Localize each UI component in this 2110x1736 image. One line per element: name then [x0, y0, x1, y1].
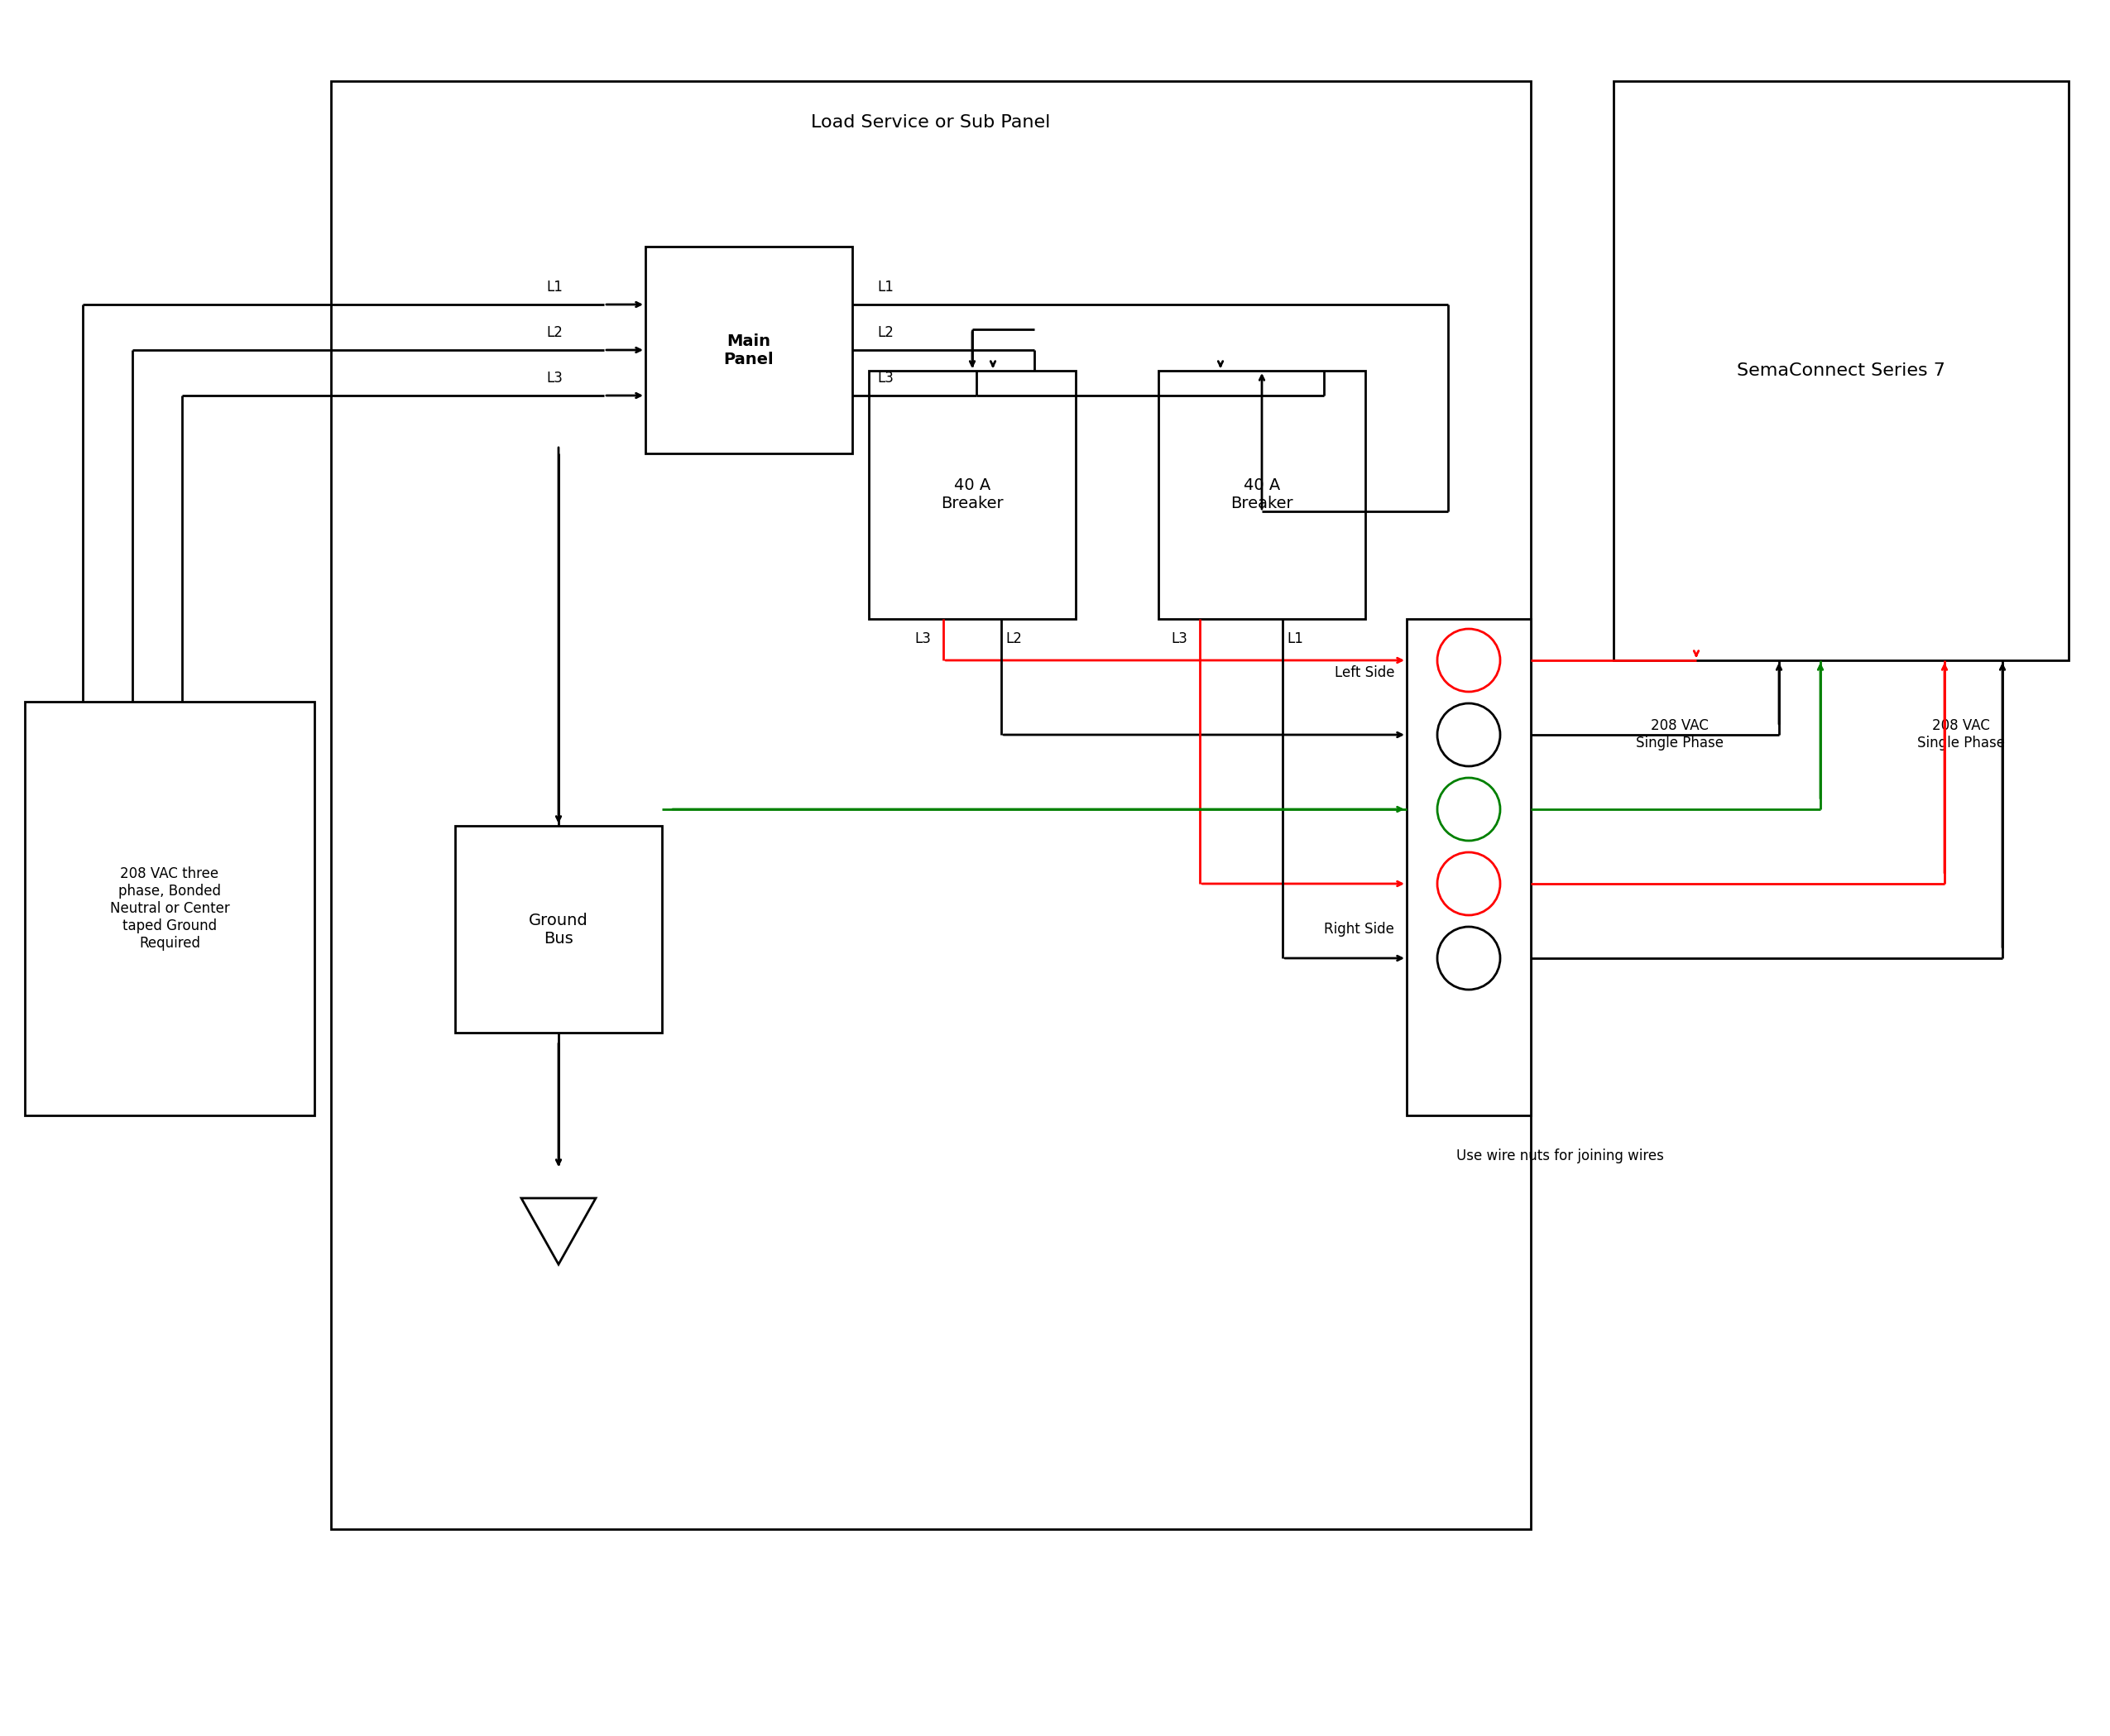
Circle shape: [1437, 778, 1500, 840]
Bar: [1407, 620, 1530, 1116]
Text: SemaConnect Series 7: SemaConnect Series 7: [1737, 363, 1945, 378]
Text: Load Service or Sub Panel: Load Service or Sub Panel: [810, 115, 1051, 130]
Bar: [646, 247, 852, 453]
Text: L3: L3: [1171, 632, 1188, 646]
Bar: [1614, 82, 2068, 660]
Polygon shape: [521, 1198, 595, 1264]
Text: 40 A
Breaker: 40 A Breaker: [941, 477, 1004, 512]
Text: 40 A
Breaker: 40 A Breaker: [1230, 477, 1293, 512]
Circle shape: [1437, 703, 1500, 766]
Bar: [331, 82, 1530, 1529]
Bar: [869, 372, 1076, 620]
Bar: [25, 701, 314, 1116]
Text: L2: L2: [878, 325, 893, 340]
Bar: [1158, 372, 1365, 620]
Text: Use wire nuts for joining wires: Use wire nuts for joining wires: [1456, 1149, 1665, 1163]
Text: L3: L3: [546, 372, 563, 385]
Text: Right Side: Right Side: [1325, 922, 1395, 937]
Circle shape: [1437, 927, 1500, 990]
Text: L2: L2: [546, 325, 563, 340]
Text: Ground
Bus: Ground Bus: [530, 913, 589, 946]
Text: L2: L2: [1004, 632, 1021, 646]
Text: L1: L1: [878, 279, 893, 295]
Text: 208 VAC three
phase, Bonded
Neutral or Center
taped Ground
Required: 208 VAC three phase, Bonded Neutral or C…: [110, 866, 230, 950]
Text: 208 VAC
Single Phase: 208 VAC Single Phase: [1918, 719, 2004, 750]
Text: L3: L3: [914, 632, 931, 646]
Circle shape: [1437, 628, 1500, 691]
Text: 208 VAC
Single Phase: 208 VAC Single Phase: [1635, 719, 1724, 750]
Circle shape: [1437, 852, 1500, 915]
Text: L1: L1: [1287, 632, 1304, 646]
Text: L1: L1: [546, 279, 563, 295]
Text: L3: L3: [878, 372, 893, 385]
Text: Main
Panel: Main Panel: [724, 333, 774, 366]
Bar: [456, 826, 663, 1033]
Text: Left Side: Left Side: [1334, 665, 1395, 681]
